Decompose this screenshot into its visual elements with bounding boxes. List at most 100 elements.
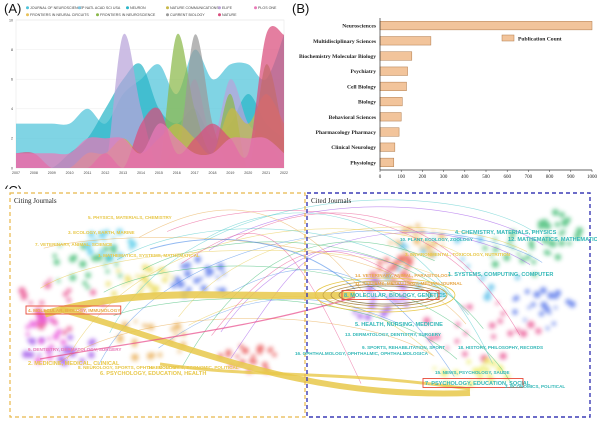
citation-link	[98, 230, 543, 365]
citing-cluster-label: 5. PHYSICS, MATERIALS, CHEMISTRY	[88, 215, 172, 220]
journal-dot	[25, 324, 30, 330]
citing-cluster-label: 10. ECONOMICS, ECONOMIC, POLITICAL	[148, 365, 239, 370]
chart-b-legend-label: Publication Count	[518, 37, 562, 43]
journal-dot	[36, 319, 41, 325]
chart-b-legend-swatch	[501, 34, 515, 42]
journal-dot	[37, 353, 42, 357]
citing-cluster-label: 1. MATHEMATICS, SYSTEMS, MATHEMATICAL	[98, 253, 200, 258]
journal-dot	[114, 262, 119, 267]
journal-dot	[216, 263, 225, 271]
journal-dot	[509, 229, 516, 236]
journal-dot	[39, 300, 45, 306]
journal-dot	[200, 285, 208, 292]
journal-dot	[531, 259, 537, 265]
chart-a-areas	[16, 26, 284, 168]
citing-cluster-label: 3. ECOLOGY, EARTH, MARINE	[68, 230, 135, 235]
journal-dot	[225, 349, 232, 356]
chart-a-x-tick-label: 2012	[101, 171, 109, 175]
journal-dot	[554, 306, 558, 310]
chart-b-bar	[379, 127, 400, 137]
journal-dot	[478, 373, 484, 379]
journal-cloud	[512, 287, 576, 331]
journal-dot	[267, 348, 273, 353]
chart-b-bar	[379, 97, 403, 107]
journal-dot	[554, 253, 562, 261]
journal-cloud	[537, 209, 584, 248]
citation-link	[166, 210, 467, 272]
journal-dot	[535, 328, 542, 335]
journal-dot	[143, 324, 149, 329]
panel-label-b: (B)	[292, 1, 310, 16]
citing-cluster-label: 8. NEUROLOGY, SPORTS, OPHTHALMOLOGY	[78, 365, 179, 370]
cited-cluster-label: 13. DERMATOLOGY, DENTISTRY, SURGERY	[345, 332, 441, 337]
journal-dot	[558, 231, 564, 236]
journal-dot	[82, 280, 88, 286]
citing-cluster-highlight	[25, 305, 122, 315]
chart-a-series-area	[16, 26, 284, 168]
category-bar-chart: Neurosciences Multidisciplinary Sciences B…	[299, 18, 597, 180]
journal-cloud	[25, 311, 67, 365]
chart-b-bar	[379, 66, 408, 76]
chart-a-x-tick-label: 2014	[137, 171, 145, 175]
chart-a-legend-swatch	[254, 6, 257, 10]
journal-dot	[69, 274, 77, 282]
journal-dot	[431, 241, 438, 248]
cited-cluster-label: 14. VETERINARY, ANIMAL, PARASITOLOGY	[355, 273, 451, 278]
cited-cluster-label: 10. PLANT, ECOLOGY, ZOOLOGY	[400, 237, 473, 242]
journal-dot	[54, 321, 58, 326]
journal-dot	[483, 293, 492, 301]
journal-dot	[52, 253, 57, 258]
citation-link	[116, 228, 469, 316]
journal-dot	[547, 291, 555, 300]
journal-dot	[32, 322, 38, 328]
journal-dot	[440, 369, 449, 377]
journal-dot	[184, 270, 192, 278]
journal-dot	[257, 350, 263, 355]
journal-dot	[503, 254, 511, 261]
journal-dot	[147, 282, 154, 289]
journal-dot	[527, 321, 535, 329]
journal-dot	[391, 260, 399, 268]
cited-cluster-highlight	[422, 378, 524, 388]
chart-b-bar	[379, 157, 395, 167]
journal-dot	[165, 271, 170, 276]
journal-dot	[545, 326, 550, 331]
journal-dot	[552, 209, 557, 214]
focus-ellipse	[338, 285, 432, 305]
chart-b-x-tick-label: 1000	[587, 175, 597, 180]
citation-link	[58, 318, 435, 363]
chart-a-legend-label: FRONTIERS IN NEURAL CIRCUITS	[30, 13, 89, 17]
citation-link	[109, 199, 536, 333]
journal-dot	[106, 254, 114, 262]
journal-dot	[413, 237, 421, 245]
journal-dot	[554, 221, 560, 228]
journal-dot	[468, 380, 475, 387]
chart-b-category-label: Biochemistry Molecular Biology	[299, 54, 376, 60]
journal-dot	[542, 237, 549, 245]
journal-dot	[454, 338, 460, 344]
journal-dot	[565, 216, 571, 223]
journal-dot	[184, 262, 192, 269]
journal-dot	[207, 271, 213, 277]
cited-journals-title: Cited Journals	[311, 197, 352, 205]
citation-link	[230, 250, 395, 359]
citing-cluster-label: 6. PSYCHOLOGY, EDUCATION, HEALTH	[100, 371, 206, 377]
journal-dot	[52, 333, 60, 341]
chart-a-legend-swatch	[96, 13, 99, 17]
journal-dot	[405, 245, 409, 250]
journal-dot	[405, 257, 414, 265]
chart-a-y-tick-label: 10	[9, 18, 13, 22]
chart-b-x-tick-label: 0	[379, 175, 382, 180]
chart-a-legend-label: PLOS ONE	[258, 6, 277, 10]
journal-dot	[480, 364, 485, 369]
chart-b-bar	[379, 81, 407, 91]
journal-dot	[462, 351, 468, 357]
journal-dot	[513, 295, 520, 301]
journal-dot	[460, 257, 465, 262]
journal-dot	[574, 232, 582, 240]
journal-dot	[523, 318, 527, 322]
journal-dot	[102, 245, 109, 252]
chart-a-y-tick-label: 8	[11, 48, 13, 52]
journal-dot	[66, 297, 72, 303]
journal-dot	[251, 354, 256, 359]
